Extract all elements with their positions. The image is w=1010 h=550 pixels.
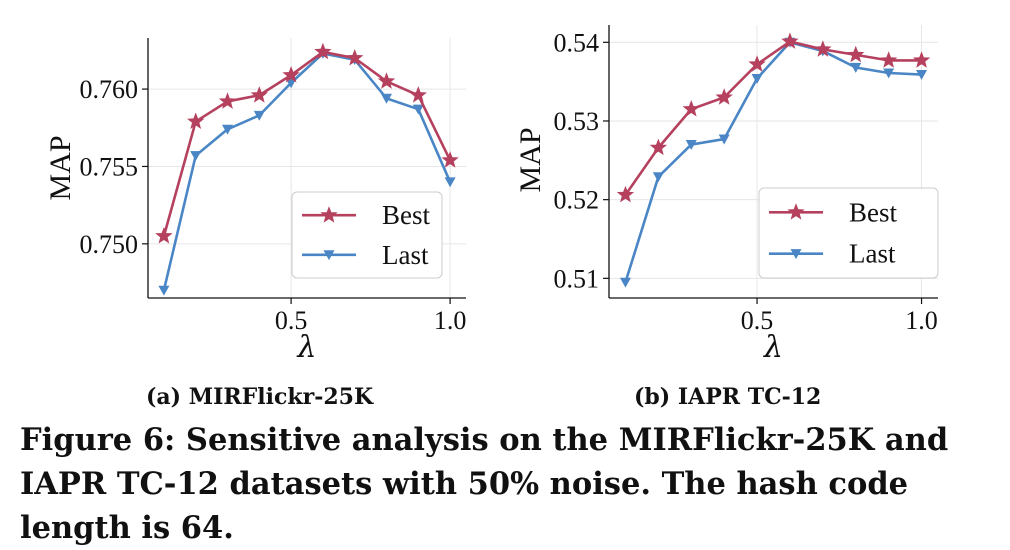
y-tick-label: 0.54	[554, 28, 600, 57]
x-tick-label: 0.5	[741, 306, 774, 335]
data-point-last	[619, 277, 631, 288]
data-point-best	[377, 72, 396, 89]
data-point-best	[409, 86, 427, 103]
x-tick-label: 1.0	[905, 306, 938, 335]
legend: Best Last	[291, 191, 443, 279]
data-point-best	[282, 66, 300, 83]
y-tick-label: 0.760	[80, 75, 139, 104]
data-point-last	[412, 104, 424, 115]
x-tick-label: 1.0	[434, 306, 467, 335]
data-point-best	[847, 45, 865, 63]
legend-marker-last	[323, 250, 335, 261]
data-point-best	[616, 185, 635, 203]
legend-box	[758, 187, 939, 279]
data-point-last	[751, 73, 763, 84]
legend-marker-best	[320, 206, 338, 223]
data-point-last	[158, 285, 170, 296]
data-point-best	[781, 32, 799, 49]
figure-caption: Figure 6: Sensitive analysis on the MIRF…	[20, 422, 949, 546]
data-point-last	[718, 134, 730, 145]
series-line-last	[162, 52, 452, 291]
data-point-best	[682, 100, 700, 117]
data-point-last	[221, 124, 234, 135]
legend: Best Last	[758, 187, 939, 279]
legend-label-last: Last	[849, 239, 896, 269]
data-point-best	[314, 42, 332, 60]
data-point-last	[380, 93, 393, 104]
data-point-best	[250, 86, 268, 103]
legend-label-best: Best	[382, 200, 431, 230]
data-point-best	[715, 88, 733, 105]
data-point-last	[883, 68, 895, 79]
data-point-last	[652, 172, 664, 183]
legend-marker-best	[787, 203, 805, 220]
data-point-best	[187, 112, 205, 129]
subcaption-a: (a) MIRFlickr-25K	[146, 384, 374, 410]
legend-label-best: Best	[849, 197, 898, 227]
legend-label-last: Last	[382, 240, 429, 270]
y-axis-title: MAP	[514, 127, 547, 192]
data-point-best	[879, 51, 898, 68]
data-point-best	[155, 226, 173, 244]
data-point-best	[218, 92, 237, 109]
y-axis-title: MAP	[44, 135, 77, 200]
data-point-best	[912, 51, 931, 68]
y-tick-label: 0.52	[554, 186, 600, 215]
data-point-last	[685, 140, 697, 150]
data-point-last	[850, 62, 862, 73]
y-tick-label: 0.755	[80, 152, 139, 181]
y-tick-label: 0.53	[554, 107, 600, 136]
x-tick-label: 0.5	[275, 306, 308, 335]
legend-marker-last	[790, 249, 802, 260]
y-tick-label: 0.750	[80, 230, 139, 259]
chart-b: 0.51 0.52 0.53 0.54 0.5 1.0 MAP λ Best Last	[514, 25, 939, 365]
data-point-best	[814, 40, 832, 57]
data-point-last	[190, 151, 202, 161]
x-axis-title: λ	[296, 330, 316, 365]
data-point-last	[444, 177, 456, 188]
data-point-last	[916, 70, 928, 80]
data-point-best	[649, 138, 668, 156]
series-line-last	[624, 41, 922, 283]
series-line-best	[162, 50, 452, 237]
data-point-best	[346, 48, 364, 66]
data-point-best	[441, 151, 459, 168]
data-point-last	[253, 110, 265, 121]
subcaption-b: (b) IAPR TC-12	[634, 384, 822, 410]
y-tick-label: 0.51	[554, 264, 600, 293]
x-axis-title: λ	[763, 330, 783, 365]
series-line-best	[624, 40, 922, 196]
data-point-best	[748, 55, 766, 72]
chart-a: 0.750 0.755 0.760 0.5 1.0 MAP λ Best Last	[44, 38, 466, 365]
